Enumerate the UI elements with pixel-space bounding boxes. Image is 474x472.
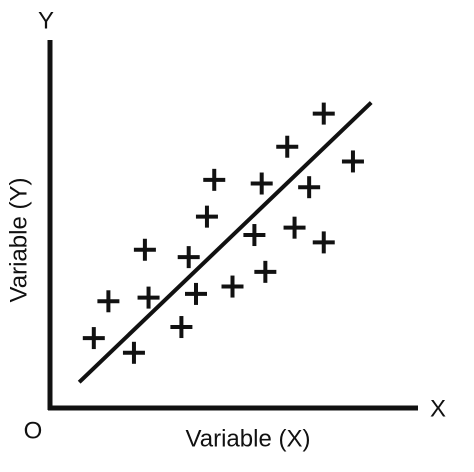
plus-marker <box>137 286 160 309</box>
plus-marker <box>195 205 218 228</box>
plus-marker <box>276 135 299 158</box>
plus-marker <box>312 231 335 254</box>
plus-marker <box>221 275 244 298</box>
plus-marker <box>177 246 200 269</box>
plus-marker <box>250 172 273 195</box>
plus-marker <box>97 290 120 313</box>
plus-marker <box>312 102 335 125</box>
plus-marker <box>170 316 193 339</box>
plus-marker <box>298 176 321 199</box>
y-axis-name: Y <box>38 7 54 34</box>
plus-marker <box>243 224 266 247</box>
x-axis-name: X <box>430 395 446 422</box>
plus-marker <box>254 260 277 283</box>
plus-marker <box>283 216 306 239</box>
trend-line <box>77 101 373 384</box>
plus-marker <box>133 238 156 261</box>
plus-marker <box>82 327 105 350</box>
x-axis-label: Variable (X) <box>186 425 311 452</box>
plus-marker <box>203 168 226 191</box>
y-axis-label: Variable (Y) <box>5 178 32 303</box>
plus-marker <box>341 150 364 173</box>
plus-marker <box>185 282 207 305</box>
plus-marker <box>122 341 145 364</box>
origin-label: O <box>24 417 43 444</box>
